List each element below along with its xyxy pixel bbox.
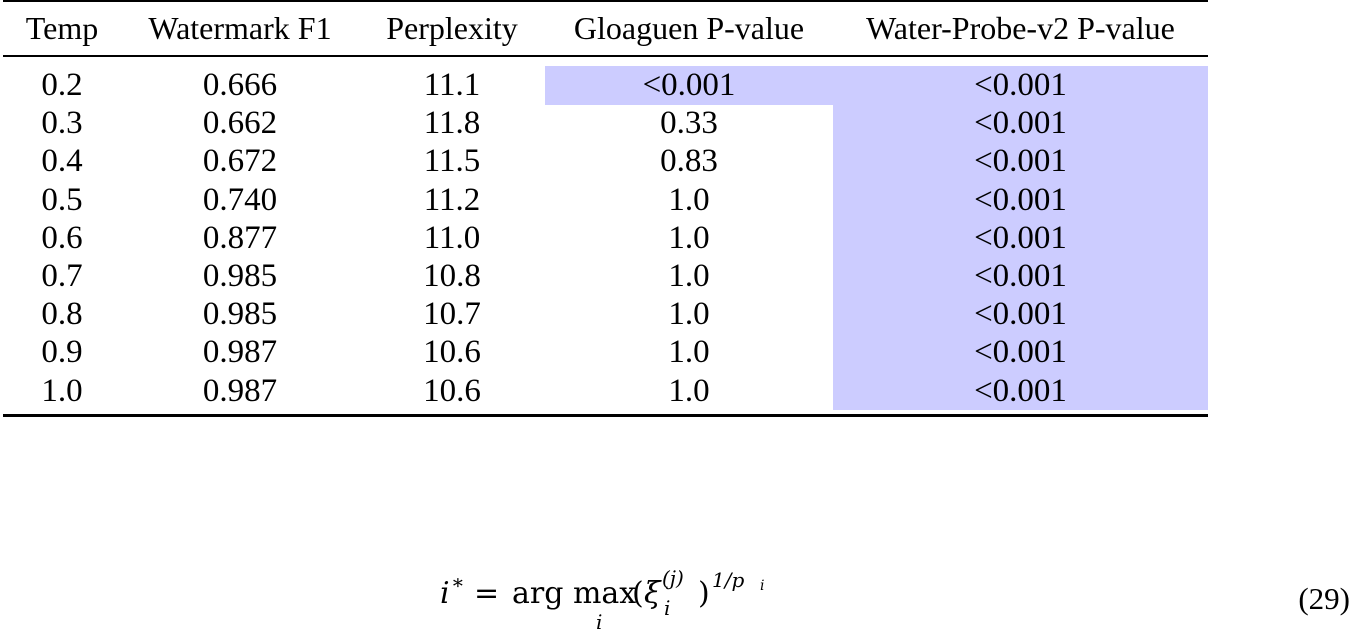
table-cell: 10.6: [423, 334, 481, 371]
table-cell: 0.33: [660, 105, 718, 142]
table-cell: <0.001: [974, 105, 1067, 142]
table-cell: 0.5: [41, 181, 83, 218]
equation-open-paren: (: [632, 576, 644, 611]
table-cell: 11.5: [423, 143, 481, 180]
table-cell: 0.9: [41, 334, 83, 371]
equation-close-paren: ): [698, 576, 710, 611]
table-cell: <0.001: [974, 67, 1067, 103]
highlight-cell: [545, 66, 833, 105]
table-cell: 0.6: [41, 219, 83, 256]
table-cell: <0.001: [974, 181, 1067, 218]
table-cell: 0.3: [41, 105, 83, 142]
header-gloaguen-p-value: Gloaguen P-value: [573, 10, 805, 46]
equation-exponent: 1/p: [712, 568, 745, 592]
table-cell: 1.0: [668, 372, 710, 409]
equation-argmax-subscript: i: [596, 610, 603, 634]
equation-xi-subscript: i: [664, 596, 671, 620]
table-cell: <0.001: [974, 372, 1067, 409]
table-cell: 1.0: [668, 258, 710, 294]
table-cell: 11.0: [423, 219, 481, 256]
table-cell: 10.8: [423, 258, 481, 294]
table-cell: 0.672: [202, 143, 278, 180]
equation-number: (29): [1298, 581, 1350, 616]
highlight-cell: [833, 333, 1208, 373]
table-cell: <0.001: [974, 296, 1067, 333]
table-cell: 0.877: [202, 219, 278, 256]
header-water-probe-v2-p-value: Water-Probe-v2 P-value: [866, 10, 1175, 46]
table-cell: 1.0: [668, 334, 710, 371]
table-top-rule: [3, 0, 1208, 2]
equation-lhs-superscript: ∗: [451, 570, 465, 594]
highlight-cell: [833, 66, 1208, 105]
equation-exponent-subscript: i: [760, 578, 765, 594]
table-cell: 0.8: [41, 296, 83, 333]
highlight-cell: [833, 257, 1208, 296]
table-cell: 11.2: [423, 181, 481, 218]
highlight-cell: [833, 142, 1208, 182]
table-cell: 11.1: [423, 67, 481, 103]
equation-xi-superscript: (j): [662, 566, 684, 590]
table-cell: <0.001: [974, 258, 1067, 294]
header-perplexity: Perplexity: [386, 10, 518, 46]
table-cell: 11.8: [423, 105, 481, 142]
table-cell: 0.4: [41, 143, 83, 180]
table-cell: <0.001: [974, 334, 1067, 371]
table-cell: <0.001: [974, 219, 1067, 256]
header-watermark-f1: Watermark F1: [148, 10, 332, 46]
highlight-cell: [833, 180, 1208, 220]
table-cell: 1.0: [668, 181, 710, 218]
table-cell: 0.7: [41, 258, 83, 294]
table-cell: 0.985: [202, 296, 278, 333]
table-cell: 0.740: [202, 181, 278, 218]
table-header-rule: [3, 55, 1208, 57]
table-cell: <0.001: [642, 67, 736, 103]
table-bottom-rule: [3, 414, 1208, 417]
table-cell: 0.2: [41, 67, 83, 103]
table-cell: 0.985: [202, 258, 278, 294]
header-temp: Temp: [25, 10, 99, 46]
table-cell: 0.662: [202, 105, 278, 142]
equation-equals: =: [474, 576, 500, 611]
equation-lhs: i: [440, 576, 450, 611]
table-cell: 10.6: [423, 372, 481, 409]
table-cell: 1.0: [41, 372, 83, 409]
table-cell: 0.987: [202, 372, 278, 409]
table-cell: 0.666: [202, 67, 278, 103]
table-cell: <0.001: [974, 143, 1067, 180]
table-cell: 1.0: [668, 296, 710, 333]
table-cell: 0.987: [202, 334, 278, 371]
highlight-cell: [833, 371, 1208, 411]
equation-xi: ξ: [644, 576, 661, 611]
highlight-cell: [833, 295, 1208, 334]
table-cell: 1.0: [668, 219, 710, 256]
highlight-cell: [833, 218, 1208, 258]
table-cell: 10.7: [423, 296, 481, 333]
highlight-cell: [833, 104, 1208, 143]
table-cell: 0.83: [660, 143, 718, 180]
equation-argmax: arg max: [512, 576, 637, 611]
